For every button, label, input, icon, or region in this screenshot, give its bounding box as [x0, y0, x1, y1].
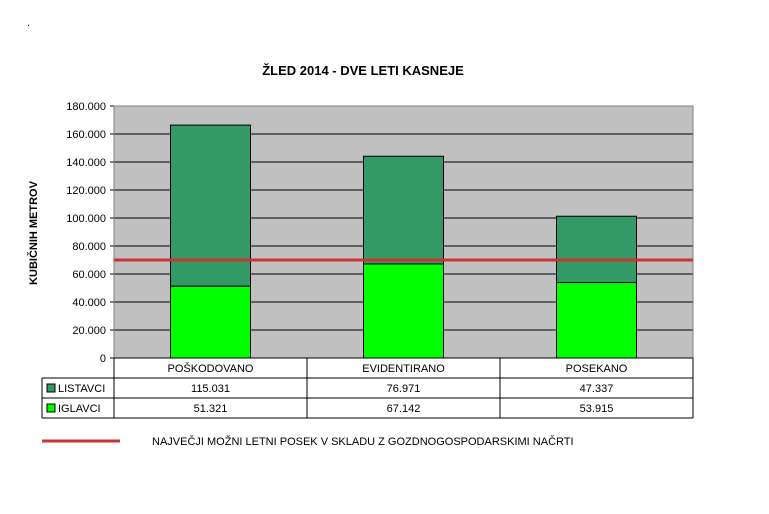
y-tick-label: 20.000	[72, 325, 106, 337]
category-label: EVIDENTIRANO	[362, 363, 445, 375]
y-axis-label: KUBIČNIH METROV	[27, 180, 40, 285]
legend-swatch-iglavci	[46, 403, 56, 413]
series-label: IGLAVCI	[58, 403, 101, 415]
data-table: POŠKODOVANO EVIDENTIRANO POSEKANO LISTAVCI 1…	[41, 357, 694, 419]
bar-iglavci-2	[363, 263, 444, 359]
y-tick-label: 0	[100, 353, 106, 365]
y-tick-label: 160.000	[66, 129, 106, 141]
y-tick-label: 60.000	[72, 269, 106, 281]
bar-iglavci-3	[556, 282, 637, 359]
data-label: 51.321	[194, 403, 228, 415]
y-tick-label: 180.000	[66, 101, 106, 113]
chart-title: ŽLED 2014 - DVE LETI KASNEJE	[262, 63, 464, 78]
data-label: 115.031	[191, 383, 230, 395]
category-label: POŠKODOVANO	[168, 362, 254, 375]
y-tick-label: 120.000	[66, 185, 106, 197]
y-tick-label: 140.000	[66, 157, 106, 169]
bar-listavci-1	[170, 124, 251, 287]
corner-mark: .	[27, 17, 30, 29]
category-label: POSEKANO	[566, 363, 628, 375]
y-tick-label: 100.000	[66, 213, 106, 225]
y-tick-label: 80.000	[72, 241, 106, 253]
reference-legend-label: NAJVEČJI MOŽNI LETNI POSEK V SKLADU Z GO…	[152, 435, 574, 448]
plot-area: 0 20.000 40.000 60.000 80.000 100.000 120.000 1…	[66, 101, 694, 365]
data-label: 53.915	[580, 403, 614, 415]
data-label: 47.337	[580, 383, 614, 395]
bar-listavci-2	[363, 155, 444, 265]
reference-legend: NAJVEČJI MOŽNI LETNI POSEK V SKLADU Z GO…	[42, 435, 574, 448]
y-tick-label: 40.000	[72, 297, 106, 309]
data-label: 67.142	[387, 403, 421, 415]
data-label: 76.971	[387, 383, 421, 395]
bar-listavci-3	[556, 215, 637, 284]
legend-swatch-listavci	[46, 383, 56, 393]
bar-iglavci-1	[170, 285, 251, 359]
series-label: LISTAVCI	[58, 383, 105, 395]
